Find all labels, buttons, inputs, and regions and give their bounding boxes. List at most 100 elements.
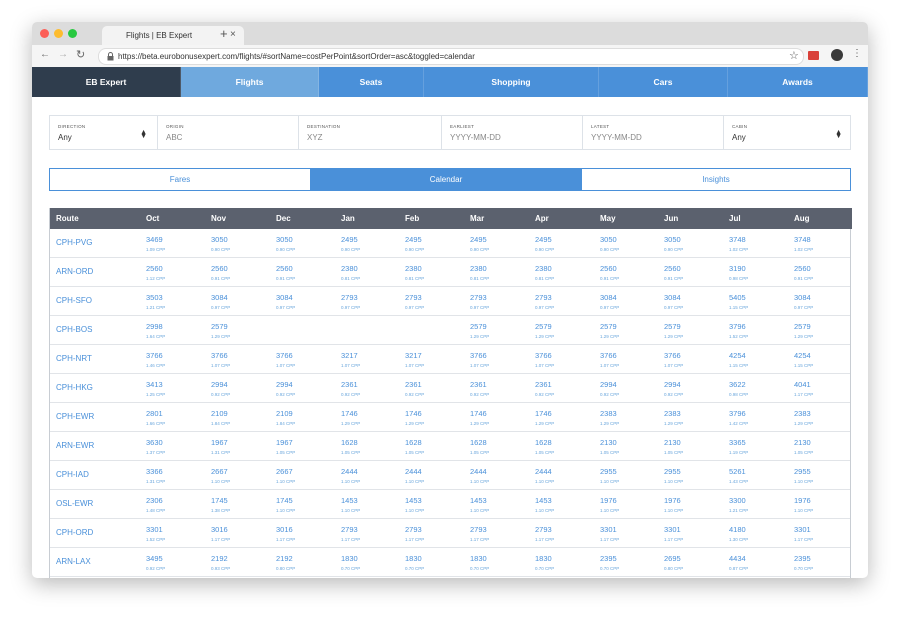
price[interactable]: 3796 — [729, 409, 746, 418]
price[interactable]: 1746 — [535, 409, 552, 418]
price[interactable]: 2380 — [405, 264, 422, 273]
price[interactable]: 1453 — [470, 496, 487, 505]
price[interactable]: 1976 — [600, 496, 617, 505]
price[interactable]: 2109 — [276, 409, 293, 418]
price[interactable]: 2380 — [341, 264, 358, 273]
reload-button[interactable]: ↻ — [76, 49, 86, 61]
filter-field[interactable]: LATEST YYYY-MM-DD — [583, 116, 724, 149]
view-tab[interactable]: Calendar — [310, 169, 582, 190]
price[interactable]: 2495 — [405, 235, 422, 244]
price[interactable]: 2793 — [470, 525, 487, 534]
route-link[interactable]: CPH-EWR — [56, 412, 95, 421]
price[interactable]: 4180 — [729, 525, 746, 534]
price[interactable]: 3217 — [341, 351, 358, 360]
price[interactable]: 2560 — [211, 264, 228, 273]
column-header[interactable]: Jul — [729, 214, 741, 223]
price[interactable]: 1830 — [341, 554, 358, 563]
price[interactable]: 3016 — [211, 525, 228, 534]
price[interactable]: 2994 — [664, 380, 681, 389]
address-bar[interactable]: https://beta.eurobonusexpert.com/flights… — [98, 48, 804, 65]
price[interactable]: 3050 — [600, 235, 617, 244]
price[interactable]: 3766 — [146, 351, 163, 360]
price[interactable]: 1746 — [341, 409, 358, 418]
column-header[interactable]: Aug — [794, 214, 810, 223]
price[interactable]: 2444 — [341, 467, 358, 476]
price[interactable]: 2955 — [664, 467, 681, 476]
price[interactable]: 2579 — [794, 322, 811, 331]
price[interactable]: 1628 — [341, 438, 358, 447]
price[interactable]: 3495 — [146, 554, 163, 563]
price[interactable]: 2495 — [535, 235, 552, 244]
price[interactable]: 2383 — [600, 409, 617, 418]
price[interactable]: 2955 — [794, 467, 811, 476]
price[interactable]: 3365 — [729, 438, 746, 447]
price[interactable]: 2130 — [600, 438, 617, 447]
price[interactable]: 2560 — [664, 264, 681, 273]
filter-field[interactable]: DESTINATION XYZ — [299, 116, 442, 149]
route-link[interactable]: CPH-SFO — [56, 296, 92, 305]
column-header[interactable]: Route — [56, 214, 79, 223]
view-tab[interactable]: Insights — [582, 169, 850, 190]
column-header[interactable]: Jun — [664, 214, 679, 223]
price[interactable]: 2793 — [405, 525, 422, 534]
zoom-dot[interactable] — [68, 29, 77, 38]
price[interactable]: 1976 — [664, 496, 681, 505]
price[interactable]: 3084 — [794, 293, 811, 302]
tab-close[interactable]: × — [230, 29, 236, 40]
price[interactable]: 2955 — [600, 467, 617, 476]
price[interactable]: 3766 — [600, 351, 617, 360]
price[interactable]: 2793 — [405, 293, 422, 302]
price[interactable]: 3766 — [535, 351, 552, 360]
price[interactable]: 3796 — [729, 322, 746, 331]
price[interactable]: 5261 — [729, 467, 746, 476]
price[interactable]: 3622 — [729, 380, 746, 389]
price[interactable]: 1628 — [405, 438, 422, 447]
price[interactable]: 1453 — [535, 496, 552, 505]
price[interactable]: 3050 — [664, 235, 681, 244]
route-link[interactable]: ARN-EWR — [56, 441, 95, 450]
filter-field[interactable]: CABIN Any ▲ ▼ — [724, 116, 852, 149]
profile-avatar[interactable] — [831, 49, 843, 61]
price[interactable]: 1628 — [535, 438, 552, 447]
price[interactable]: 2667 — [276, 467, 293, 476]
price[interactable]: 2380 — [470, 264, 487, 273]
route-link[interactable]: CPH-IAD — [56, 470, 89, 479]
price[interactable]: 3766 — [664, 351, 681, 360]
price[interactable]: 1830 — [535, 554, 552, 563]
column-header[interactable]: Apr — [535, 214, 549, 223]
price[interactable]: 2801 — [146, 409, 163, 418]
price[interactable]: 2383 — [664, 409, 681, 418]
price[interactable]: 2793 — [535, 293, 552, 302]
route-link[interactable]: CPH-HKG — [56, 383, 93, 392]
price[interactable]: 2560 — [600, 264, 617, 273]
close-dot[interactable] — [40, 29, 49, 38]
price[interactable]: 3084 — [600, 293, 617, 302]
extension-icon[interactable] — [808, 51, 819, 60]
price[interactable]: 4254 — [729, 351, 746, 360]
price[interactable]: 3366 — [146, 467, 163, 476]
column-header[interactable]: May — [600, 214, 616, 223]
price[interactable]: 2560 — [146, 264, 163, 273]
price[interactable]: 2130 — [794, 438, 811, 447]
price[interactable]: 2994 — [211, 380, 228, 389]
price[interactable]: 1453 — [405, 496, 422, 505]
price[interactable]: 2383 — [794, 409, 811, 418]
route-link[interactable]: OSL-EWR — [56, 499, 94, 508]
price[interactable]: 2793 — [535, 525, 552, 534]
view-tab[interactable]: Fares — [50, 169, 310, 190]
price[interactable]: 3050 — [276, 235, 293, 244]
price[interactable]: 3084 — [211, 293, 228, 302]
route-link[interactable]: CPH-BOS — [56, 325, 93, 334]
price[interactable]: 3503 — [146, 293, 163, 302]
price[interactable]: 3190 — [729, 264, 746, 273]
price[interactable]: 3630 — [146, 438, 163, 447]
price[interactable]: 2793 — [341, 293, 358, 302]
price[interactable]: 1745 — [211, 496, 228, 505]
minimize-dot[interactable] — [54, 29, 63, 38]
price[interactable]: 3084 — [664, 293, 681, 302]
price[interactable]: 2495 — [470, 235, 487, 244]
new-tab[interactable]: + — [220, 26, 228, 41]
price[interactable]: 2994 — [600, 380, 617, 389]
price[interactable]: 2361 — [341, 380, 358, 389]
nav-item[interactable]: EB Expert — [32, 67, 181, 97]
